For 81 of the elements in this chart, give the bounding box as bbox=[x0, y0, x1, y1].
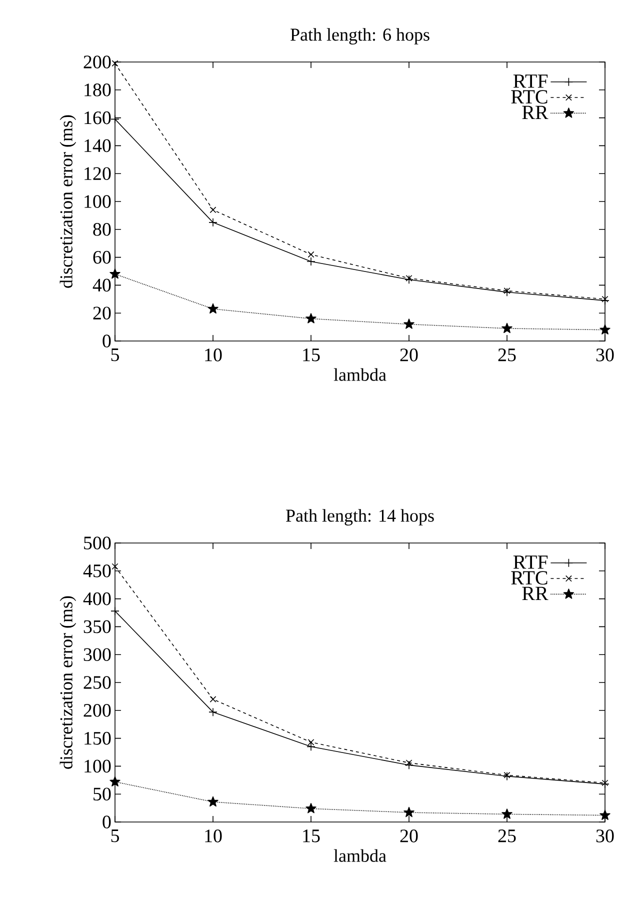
y-axis-title: discretization error (ms) bbox=[60, 115, 76, 288]
y-tick-label: 150 bbox=[84, 732, 111, 745]
point bbox=[308, 251, 314, 258]
point bbox=[208, 303, 218, 314]
y-tick-label: 300 bbox=[84, 648, 111, 662]
legend-label: RTF bbox=[513, 556, 548, 569]
y-tick-label: 120 bbox=[84, 167, 111, 180]
legend-label: RR bbox=[522, 106, 548, 119]
x-tick-label: 15 bbox=[303, 348, 320, 362]
y-tick-label: 250 bbox=[84, 676, 111, 689]
x-tick-label: 20 bbox=[400, 830, 418, 842]
point bbox=[404, 318, 414, 329]
y-tick-label: 0 bbox=[102, 334, 111, 348]
point bbox=[602, 296, 608, 302]
point bbox=[600, 780, 610, 788]
y-tick-label: 180 bbox=[84, 83, 111, 96]
point bbox=[406, 760, 412, 766]
x-tick-label: 5 bbox=[111, 348, 119, 362]
y-tick-label: 20 bbox=[93, 306, 111, 320]
y-tick-label: 60 bbox=[93, 250, 111, 264]
y-tick-label: 160 bbox=[84, 111, 111, 124]
point bbox=[502, 322, 512, 334]
x-axis-title: lambda bbox=[334, 849, 386, 862]
point bbox=[306, 313, 316, 324]
point bbox=[502, 288, 512, 297]
x-tick-label: 25 bbox=[498, 348, 516, 362]
y-tick-label: 450 bbox=[83, 564, 111, 578]
point bbox=[208, 708, 218, 716]
x-tick-label: 30 bbox=[596, 830, 614, 842]
legend-label: RTC bbox=[511, 571, 548, 585]
x-tick-label: 25 bbox=[498, 830, 516, 842]
point bbox=[504, 288, 510, 294]
y-tick-label: 40 bbox=[92, 278, 111, 292]
x-tick-label: 30 bbox=[596, 348, 614, 362]
point bbox=[110, 114, 120, 124]
point bbox=[406, 274, 412, 282]
x-tick-label: 20 bbox=[400, 348, 418, 362]
point bbox=[210, 206, 216, 214]
legend-label: RR bbox=[522, 586, 548, 600]
point bbox=[504, 772, 510, 778]
point bbox=[112, 563, 118, 570]
point bbox=[600, 296, 610, 305]
x-axis-title: lambda bbox=[334, 368, 386, 381]
y-tick-label: 140 bbox=[84, 139, 111, 152]
point bbox=[110, 606, 120, 616]
point bbox=[602, 780, 608, 786]
point bbox=[208, 796, 218, 807]
point bbox=[404, 760, 414, 770]
y-tick-label: 200 bbox=[84, 56, 111, 68]
point bbox=[306, 742, 316, 752]
y-tick-label: 100 bbox=[84, 760, 111, 773]
y-axis-title: discretization error (ms) bbox=[60, 596, 76, 769]
x-tick-label: 10 bbox=[205, 830, 222, 842]
x-tick-label: 10 bbox=[205, 348, 222, 362]
y-tick-label: 350 bbox=[84, 620, 111, 634]
point bbox=[600, 810, 610, 820]
chart-title: Path length: 6 hops bbox=[290, 28, 430, 44]
point bbox=[112, 60, 118, 67]
point bbox=[110, 268, 120, 279]
y-tick-label: 500 bbox=[84, 536, 111, 550]
chart-title: Path length: 14 hops bbox=[286, 509, 434, 526]
y-tick-label: 400 bbox=[83, 592, 111, 606]
point bbox=[208, 218, 218, 227]
y-tick-label: 0 bbox=[102, 816, 111, 828]
point bbox=[306, 803, 316, 814]
point bbox=[404, 275, 414, 284]
point bbox=[404, 806, 414, 818]
legend-label: RTC bbox=[511, 90, 548, 104]
y-tick-label: 50 bbox=[94, 788, 111, 801]
x-tick-label: 5 bbox=[111, 830, 119, 842]
legend-label: RTF bbox=[513, 74, 548, 88]
x-tick-label: 15 bbox=[303, 830, 320, 842]
point bbox=[306, 257, 316, 266]
point bbox=[210, 696, 216, 702]
y-tick-label: 80 bbox=[93, 222, 111, 236]
y-tick-label: 200 bbox=[84, 704, 111, 717]
point bbox=[502, 772, 512, 781]
point bbox=[502, 808, 512, 819]
point bbox=[110, 776, 120, 786]
point bbox=[600, 324, 610, 334]
y-tick-label: 100 bbox=[84, 195, 111, 208]
